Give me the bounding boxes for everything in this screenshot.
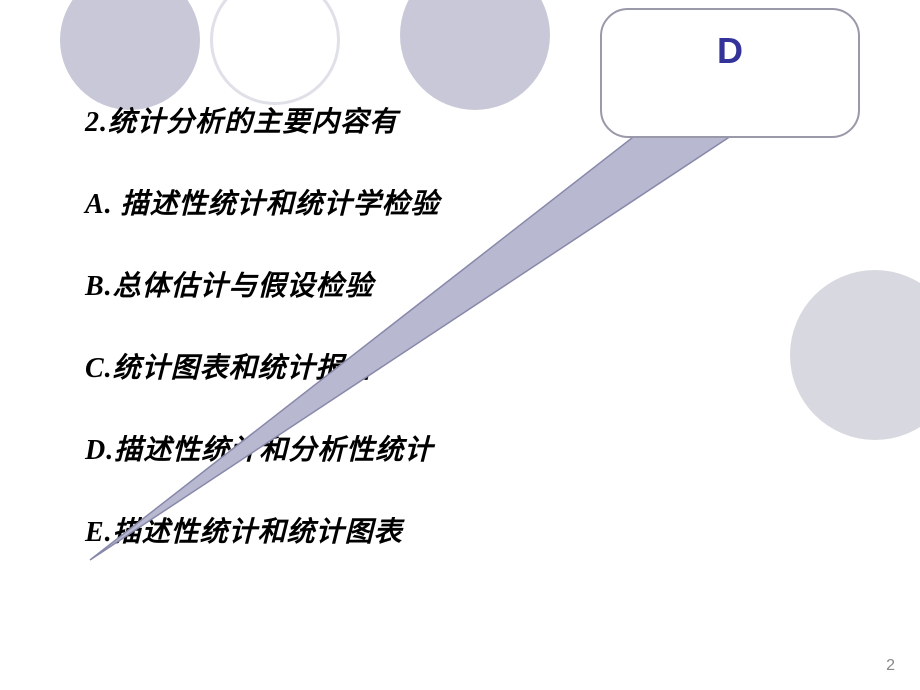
callout-tail-shape [90,120,740,560]
answer-callout: D [600,8,860,138]
answer-text: D [717,30,743,72]
